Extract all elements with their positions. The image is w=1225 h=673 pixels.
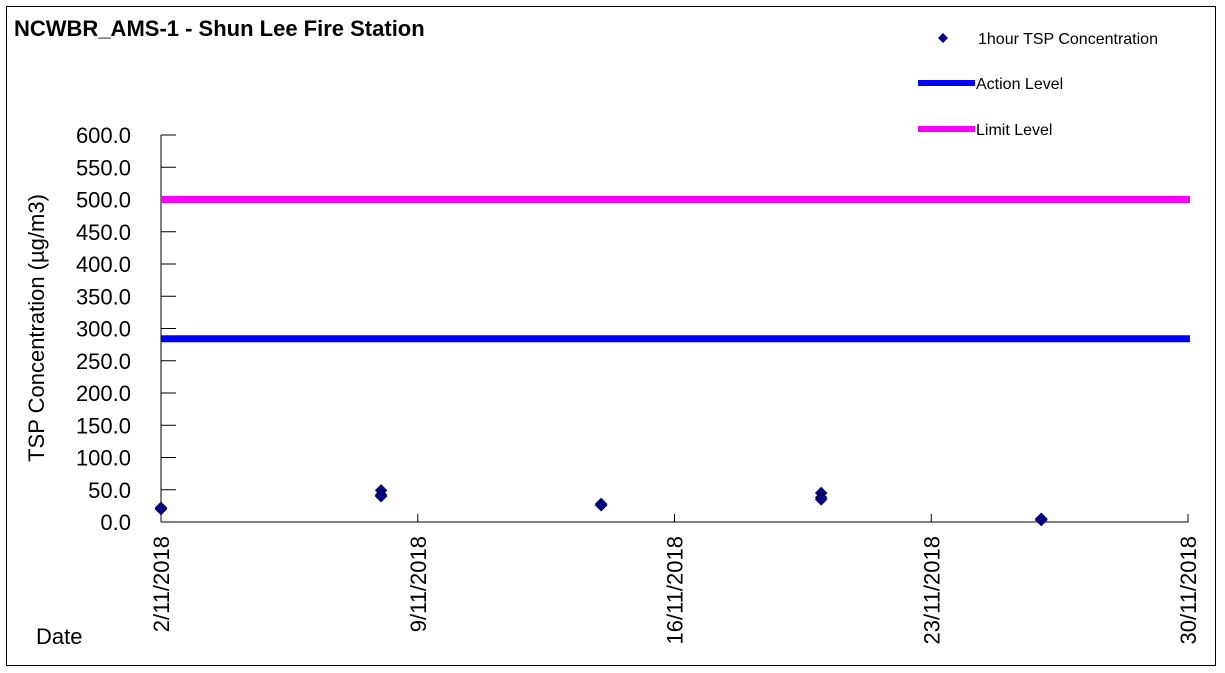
x-tick-label: 16/11/2018 — [663, 536, 688, 644]
y-tick-label: 500.0 — [76, 188, 131, 213]
y-tick-label: 400.0 — [76, 252, 131, 277]
y-tick-label: 350.0 — [76, 284, 131, 309]
y-tick-label: 50.0 — [88, 478, 131, 503]
x-axis: 2/11/2018 9/11/2018 16/11/2018 23/11/2018 30… — [149, 514, 1201, 644]
threshold-lines — [161, 196, 1190, 343]
data-point — [374, 489, 388, 503]
x-ticks: 2/11/2018 9/11/2018 16/11/2018 23/11/2018 30… — [149, 514, 1201, 644]
y-tick-label: 600.0 — [76, 123, 131, 148]
x-tick-label: 2/11/2018 — [149, 536, 174, 632]
chart-title: NCWBR_AMS-1 - Shun Lee Fire Station — [14, 16, 425, 41]
x-tick-label: 23/11/2018 — [919, 536, 944, 644]
x-tick-label: 9/11/2018 — [406, 536, 431, 632]
legend-label-limit: Limit Level — [976, 122, 1052, 139]
x-axis-label: Date — [36, 624, 82, 649]
y-ticks: 0.0 50.0 100.0 150.0 200.0 250.0 300.0 350.0 400… — [76, 123, 176, 535]
data-point — [1034, 512, 1048, 526]
legend-marker-tsp — [938, 33, 948, 43]
y-tick-label: 100.0 — [76, 446, 131, 471]
legend-label-action: Action Level — [976, 76, 1063, 93]
legend-label-tsp: 1hour TSP Concentration — [978, 31, 1158, 48]
legend: 1hour TSP Concentration Action Level Lim… — [918, 31, 1158, 139]
y-tick-label: 150.0 — [76, 413, 131, 438]
y-tick-label: 300.0 — [76, 317, 131, 342]
data-point — [594, 498, 608, 511]
y-tick-label: 250.0 — [76, 349, 131, 374]
y-axis: 0.0 50.0 100.0 150.0 200.0 250.0 300.0 350.0 400… — [76, 123, 176, 535]
x-tick-label: 30/11/2018 — [1176, 536, 1201, 644]
y-tick-label: 450.0 — [76, 220, 131, 245]
data-points — [154, 484, 1048, 527]
y-tick-label: 0.0 — [100, 510, 131, 535]
y-axis-label: TSP Concentration (µg/m3) — [24, 194, 49, 462]
data-point — [154, 502, 168, 515]
y-tick-label: 550.0 — [76, 155, 131, 180]
data-point — [814, 493, 828, 506]
y-tick-label: 200.0 — [76, 381, 131, 406]
